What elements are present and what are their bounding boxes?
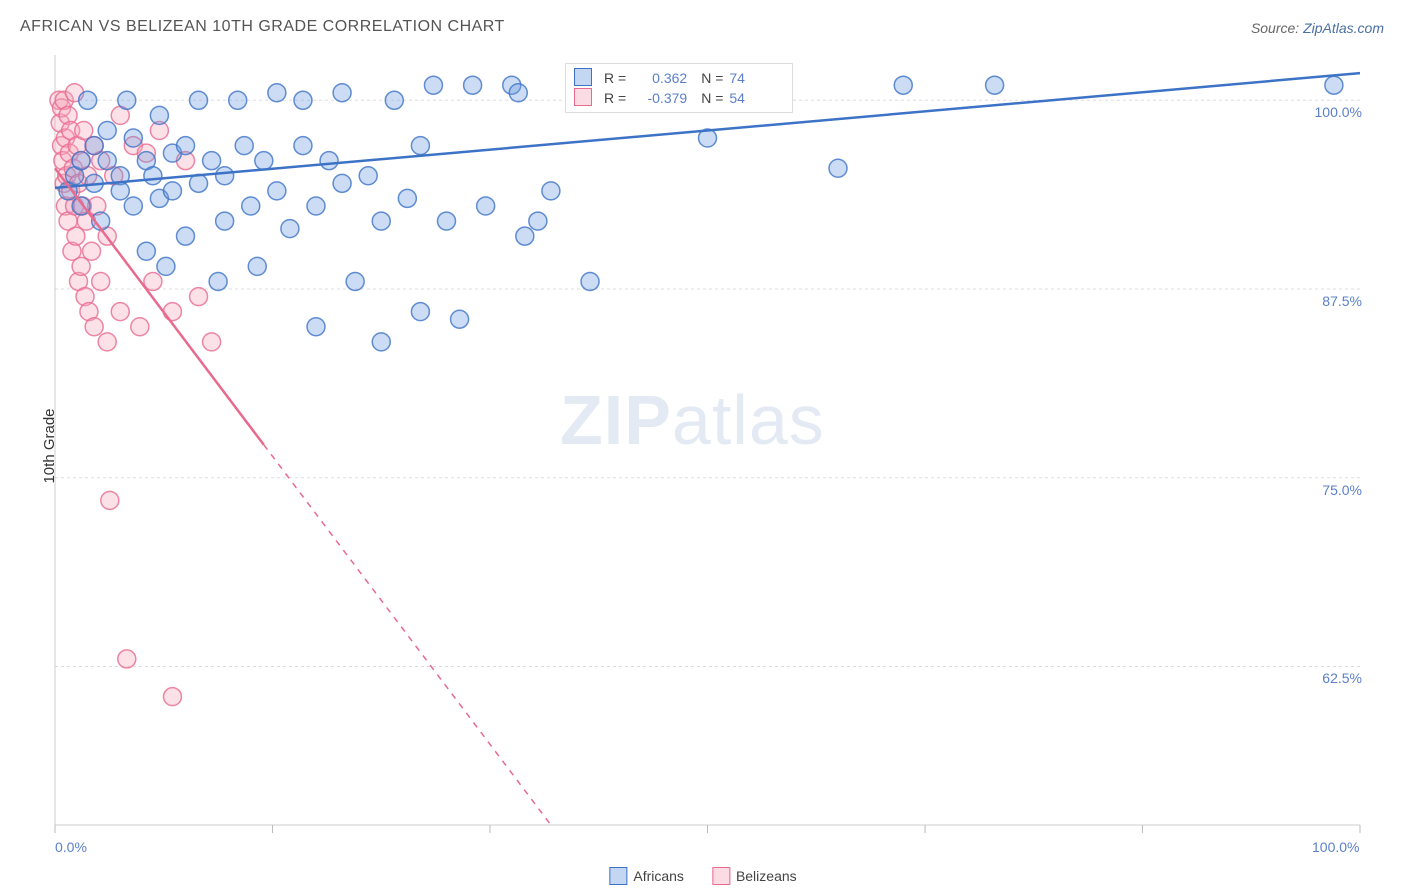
legend-swatch-icon (712, 867, 730, 885)
correlation-scatter-chart (0, 0, 1406, 892)
y-tick-label: 100.0% (1315, 104, 1362, 120)
r-value: -0.379 (632, 88, 687, 108)
legend-label: Africans (633, 868, 684, 884)
legend-swatch-icon (609, 867, 627, 885)
legend-label: Belizeans (736, 868, 797, 884)
n-value: 54 (729, 88, 784, 108)
r-label: R = (604, 68, 626, 88)
legend-swatch-icon (574, 68, 592, 86)
legend-swatch-icon (574, 88, 592, 106)
n-label: N = (701, 68, 723, 88)
r-label: R = (604, 88, 626, 108)
stats-legend-row: R = 0.362 N = 74 (574, 68, 784, 88)
y-tick-label: 87.5% (1322, 293, 1362, 309)
stats-legend-row: R = -0.379 N = 54 (574, 88, 784, 108)
x-tick-label: 0.0% (55, 839, 87, 855)
y-tick-label: 62.5% (1322, 670, 1362, 686)
n-label: N = (701, 88, 723, 108)
legend-item: Africans (609, 868, 684, 886)
series-legend: Africans Belizeans (609, 868, 796, 886)
y-tick-label: 75.0% (1322, 482, 1362, 498)
legend-item: Belizeans (712, 868, 797, 886)
n-value: 74 (729, 68, 784, 88)
x-tick-label: 100.0% (1312, 839, 1359, 855)
stats-legend: R = 0.362 N = 74 R = -0.379 N = 54 (565, 63, 793, 113)
r-value: 0.362 (632, 68, 687, 88)
